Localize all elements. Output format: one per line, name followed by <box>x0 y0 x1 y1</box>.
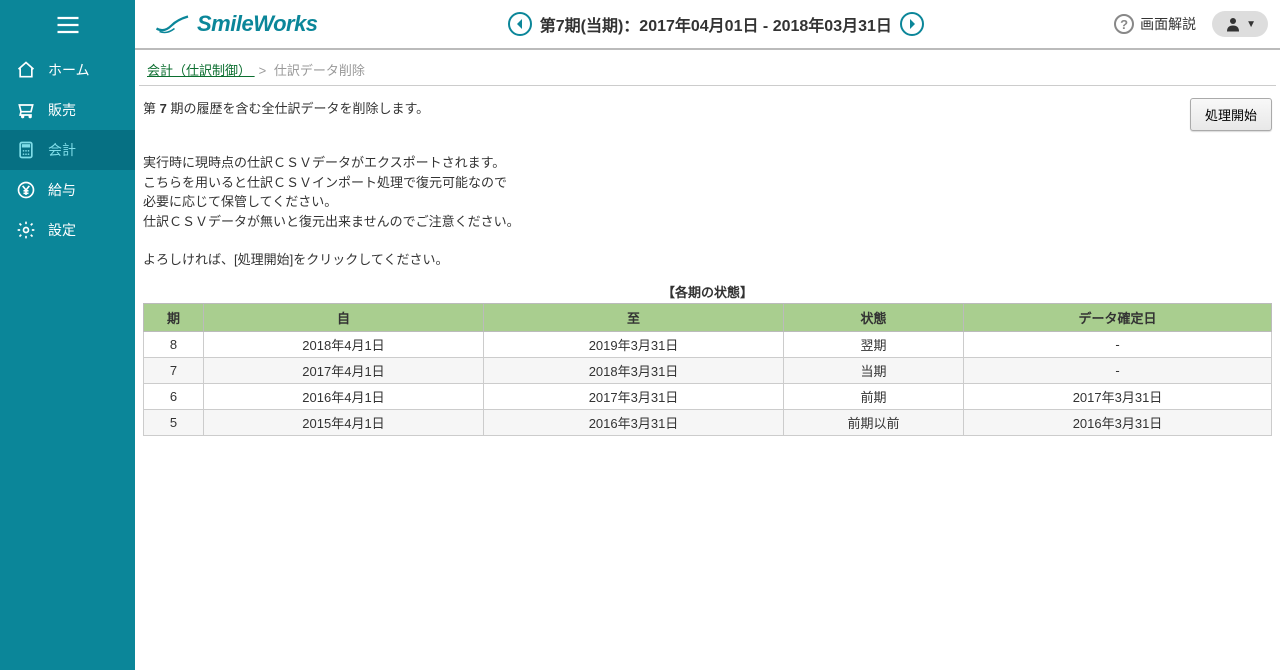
period-table: 期自至状態データ確定日 82018年4月1日2019年3月31日翌期-72017… <box>143 303 1272 436</box>
breadcrumb-separator: > <box>259 63 267 78</box>
table-header: 自 <box>204 304 484 332</box>
prev-period-button[interactable] <box>508 12 532 36</box>
table-row: 72017年4月1日2018年3月31日当期- <box>144 358 1272 384</box>
cart-icon <box>16 100 36 120</box>
user-menu-button[interactable]: ▼ <box>1212 11 1268 37</box>
content: 第 7 期の履歴を含む全仕訳データを削除します。 処理開始 実行時に現時点の仕訳… <box>135 86 1280 448</box>
table-row: 82018年4月1日2019年3月31日翌期- <box>144 332 1272 358</box>
period-selector: 第7期(当期)：2017年04月01日 - 2018年03月31日 <box>318 12 1115 36</box>
next-period-button[interactable] <box>900 12 924 36</box>
sidebar-item-label: 給与 <box>48 180 76 200</box>
table-cell: 5 <box>144 410 204 436</box>
table-cell: 2016年4月1日 <box>204 384 484 410</box>
header: SmileWorks 第7期(当期)：2017年04月01日 - 2018年03… <box>135 0 1280 50</box>
table-cell: 2016年3月31日 <box>484 410 784 436</box>
table-cell: 翌期 <box>784 332 964 358</box>
table-row: 52015年4月1日2016年3月31日前期以前2016年3月31日 <box>144 410 1272 436</box>
info-line: こちらを用いると仕訳ＣＳＶインポート処理で復元可能なので <box>143 173 1272 193</box>
table-cell: 当期 <box>784 358 964 384</box>
info-line: 実行時に現時点の仕訳ＣＳＶデータがエクスポートされます。 <box>143 153 1272 173</box>
table-header: 期 <box>144 304 204 332</box>
info-line: 仕訳ＣＳＶデータが無いと復元出来ませんのでご注意ください。 <box>143 212 1272 232</box>
help-icon: ? <box>1114 14 1134 34</box>
table-row: 62016年4月1日2017年3月31日前期2017年3月31日 <box>144 384 1272 410</box>
breadcrumb: 会計（仕訳制御） > 仕訳データ削除 <box>139 50 1276 86</box>
logo-icon <box>155 12 191 36</box>
table-cell: 2019年3月31日 <box>484 332 784 358</box>
confirm-text: よろしければ、[処理開始]をクリックしてください。 <box>143 249 1272 268</box>
menu-toggle[interactable] <box>0 0 135 50</box>
sidebar-item-label: ホーム <box>48 60 90 80</box>
sidebar-item-label: 販売 <box>48 100 76 120</box>
table-cell: 2018年4月1日 <box>204 332 484 358</box>
user-icon <box>1224 15 1242 33</box>
table-header: 状態 <box>784 304 964 332</box>
period-label: 第7期(当期)：2017年04月01日 - 2018年03月31日 <box>540 12 892 36</box>
logo[interactable]: SmileWorks <box>155 11 318 37</box>
table-cell: 2015年4月1日 <box>204 410 484 436</box>
gear-icon <box>16 220 36 240</box>
info-block: 実行時に現時点の仕訳ＣＳＶデータがエクスポートされます。こちらを用いると仕訳ＣＳ… <box>143 153 1272 231</box>
table-cell: 前期 <box>784 384 964 410</box>
yen-icon <box>16 180 36 200</box>
table-cell: 8 <box>144 332 204 358</box>
table-header: 至 <box>484 304 784 332</box>
chevron-right-icon <box>907 18 917 30</box>
hamburger-icon <box>54 11 82 39</box>
sidebar-item-yen[interactable]: 給与 <box>0 170 135 210</box>
sidebar-item-gear[interactable]: 設定 <box>0 210 135 250</box>
table-cell: 6 <box>144 384 204 410</box>
description: 第 7 期の履歴を含む全仕訳データを削除します。 <box>143 98 429 117</box>
table-cell: - <box>964 332 1272 358</box>
info-line: 必要に応じて保管してください。 <box>143 192 1272 212</box>
sidebar-item-home[interactable]: ホーム <box>0 50 135 90</box>
table-title: 【各期の状態】 <box>143 282 1272 301</box>
table-header: データ確定日 <box>964 304 1272 332</box>
chevron-left-icon <box>515 18 525 30</box>
breadcrumb-parent[interactable]: 会計（仕訳制御） <box>147 63 255 78</box>
help-link[interactable]: ? 画面解説 <box>1114 14 1196 34</box>
help-label: 画面解説 <box>1140 14 1196 34</box>
table-cell: - <box>964 358 1272 384</box>
logo-text: SmileWorks <box>197 11 318 37</box>
breadcrumb-current: 仕訳データ削除 <box>274 63 365 78</box>
start-process-button[interactable]: 処理開始 <box>1190 98 1272 131</box>
sidebar: ホーム販売会計給与設定 <box>0 0 135 670</box>
table-cell: 2017年4月1日 <box>204 358 484 384</box>
dropdown-caret-icon: ▼ <box>1246 19 1256 30</box>
table-cell: 2017年3月31日 <box>964 384 1272 410</box>
sidebar-item-calc[interactable]: 会計 <box>0 130 135 170</box>
home-icon <box>16 60 36 80</box>
sidebar-item-label: 設定 <box>48 220 76 240</box>
sidebar-item-label: 会計 <box>48 140 76 160</box>
table-cell: 2016年3月31日 <box>964 410 1272 436</box>
table-cell: 2018年3月31日 <box>484 358 784 384</box>
sidebar-item-cart[interactable]: 販売 <box>0 90 135 130</box>
table-cell: 前期以前 <box>784 410 964 436</box>
calc-icon <box>16 140 36 160</box>
main: SmileWorks 第7期(当期)：2017年04月01日 - 2018年03… <box>135 0 1280 670</box>
table-cell: 7 <box>144 358 204 384</box>
table-cell: 2017年3月31日 <box>484 384 784 410</box>
